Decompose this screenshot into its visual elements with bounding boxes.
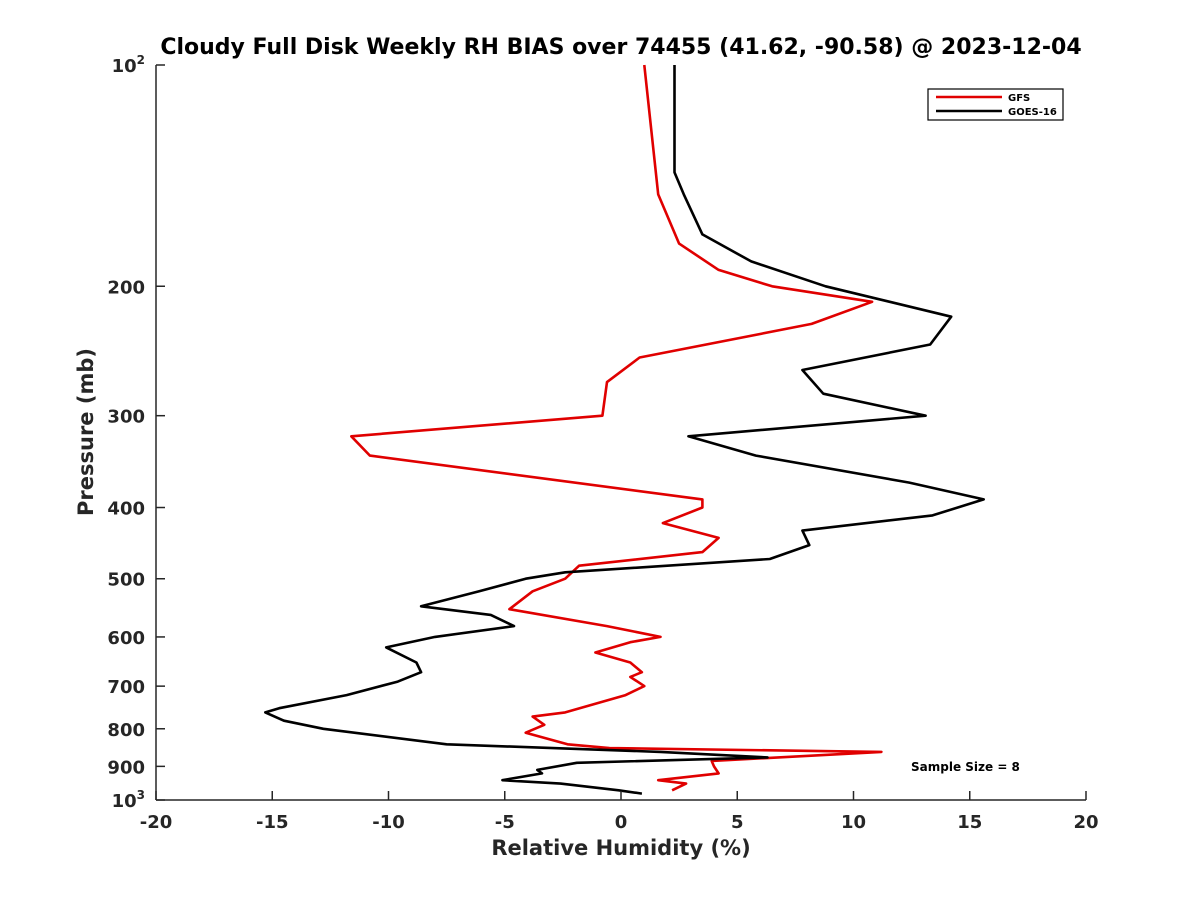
x-ticks: -20 -15 -10 -5 0 5 10 15 20 — [140, 791, 1099, 833]
y-tick-label: 600 — [107, 628, 145, 649]
x-tick-label: 5 — [731, 812, 744, 833]
y-tick-label-power: 102 — [112, 53, 145, 77]
x-tick-label: 20 — [1073, 812, 1098, 833]
legend: GFS GOES-16 — [927, 88, 1064, 121]
y-tick-label: 900 — [107, 757, 145, 778]
y-tick-exponent: 3 — [137, 788, 145, 802]
y-tick-label: 400 — [107, 499, 145, 520]
x-tick-label: -5 — [495, 812, 515, 833]
y-axis-label: Pressure (mb) — [74, 348, 98, 516]
legend-label-gfs: GFS — [1008, 93, 1030, 104]
y-tick-label: 500 — [107, 570, 145, 591]
plot-area — [156, 65, 1086, 800]
y-tick-base: 10 — [112, 791, 137, 812]
sample-size-annotation: Sample Size = 8 — [911, 760, 1020, 774]
x-axis-label: Relative Humidity (%) — [491, 836, 750, 860]
series-line-gfs — [350, 64, 883, 792]
x-tick-label: 0 — [615, 812, 628, 833]
legend-box — [927, 88, 1064, 121]
x-tick-label: -20 — [140, 812, 173, 833]
series-line-goes-16 — [264, 65, 985, 795]
x-tick-label: -15 — [256, 812, 289, 833]
y-tick-label: 700 — [107, 677, 145, 698]
y-tick-label: 300 — [107, 407, 145, 428]
chart-title: Cloudy Full Disk Weekly RH BIAS over 744… — [160, 35, 1081, 60]
series-layer — [264, 64, 985, 795]
y-tick-label-power: 103 — [112, 788, 145, 812]
y-tick-label: 200 — [107, 277, 145, 298]
legend-label-goes-16: GOES-16 — [1008, 107, 1057, 118]
y-tick-label: 800 — [107, 720, 145, 741]
x-tick-label: 10 — [841, 812, 866, 833]
x-tick-label: 15 — [957, 812, 982, 833]
x-tick-label: -10 — [372, 812, 405, 833]
y-tick-exponent: 2 — [137, 53, 145, 67]
y-tick-base: 10 — [112, 56, 137, 77]
